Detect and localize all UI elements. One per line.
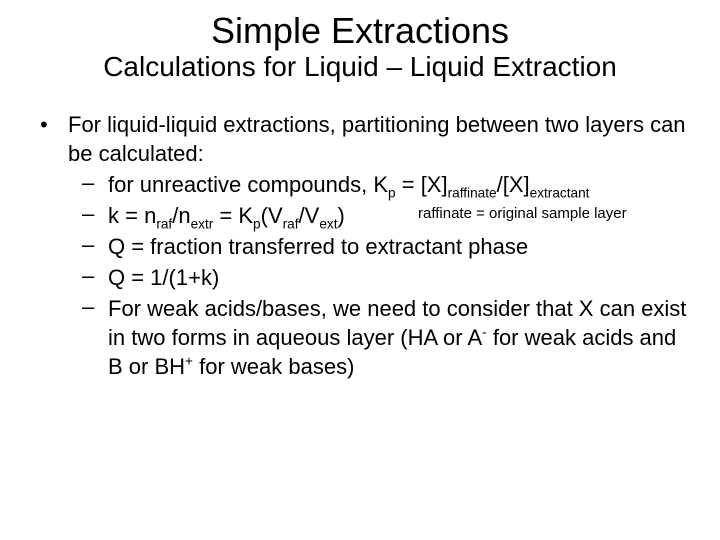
sub-bullet-2-text: Q = fraction transferred to extractant p… bbox=[108, 232, 690, 261]
text-run: /V bbox=[299, 203, 320, 228]
subscript: extr bbox=[191, 216, 214, 231]
sub-bullet-0-text: for unreactive compounds, Kp = [X]raffin… bbox=[108, 170, 690, 199]
slide-title: Simple Extractions bbox=[30, 10, 690, 51]
sub-bullet-4: – For weak acids/bases, we need to consi… bbox=[82, 294, 690, 381]
sub-bullet-0: – for unreactive compounds, Kp = [X]raff… bbox=[82, 170, 690, 199]
sub-bullet-3-text: Q = 1/(1+k) bbox=[108, 263, 690, 292]
bullet-marker: – bbox=[82, 201, 108, 227]
subscript: raffinate bbox=[448, 185, 497, 200]
text-run: = K bbox=[213, 203, 253, 228]
text-run: /n bbox=[172, 203, 190, 228]
bullet-marker: • bbox=[40, 110, 68, 138]
sub-bullet-1: – k = nraf/nextr = Kp(Vraf/Vext) raffina… bbox=[82, 201, 690, 230]
bullet-marker: – bbox=[82, 232, 108, 258]
text-run: k = n bbox=[108, 203, 156, 228]
text-run: = [X] bbox=[396, 172, 448, 197]
subscript: p bbox=[253, 216, 261, 231]
annotation-raffinate: raffinate = original sample layer bbox=[418, 204, 627, 224]
bullet-marker: – bbox=[82, 170, 108, 196]
sub-bullet-3: – Q = 1/(1+k) bbox=[82, 263, 690, 292]
subscript: raf bbox=[156, 216, 172, 231]
text-run: ) bbox=[338, 203, 345, 228]
subscript: p bbox=[388, 185, 396, 200]
sub-bullet-2: – Q = fraction transferred to extractant… bbox=[82, 232, 690, 261]
subscript: extractant bbox=[530, 185, 590, 200]
bullet-marker: – bbox=[82, 263, 108, 289]
sub-bullet-4-text: For weak acids/bases, we need to conside… bbox=[108, 294, 690, 381]
sub-bullet-1-text: k = nraf/nextr = Kp(Vraf/Vext) raffinate… bbox=[108, 201, 690, 230]
text-run: (V bbox=[261, 203, 283, 228]
subscript: raf bbox=[283, 216, 299, 231]
bullet-main: • For liquid-liquid extractions, partiti… bbox=[40, 110, 690, 168]
bullet-marker: – bbox=[82, 294, 108, 320]
slide: Simple Extractions Calculations for Liqu… bbox=[0, 0, 720, 540]
slide-subtitle: Calculations for Liquid – Liquid Extract… bbox=[30, 51, 690, 83]
subscript: ext bbox=[319, 216, 337, 231]
text-run: for unreactive compounds, K bbox=[108, 172, 388, 197]
bullet-main-text: For liquid-liquid extractions, partition… bbox=[68, 110, 690, 168]
text-run: for weak bases) bbox=[193, 354, 354, 379]
body: • For liquid-liquid extractions, partiti… bbox=[30, 110, 690, 381]
text-run: /[X] bbox=[497, 172, 530, 197]
superscript: + bbox=[185, 354, 193, 369]
